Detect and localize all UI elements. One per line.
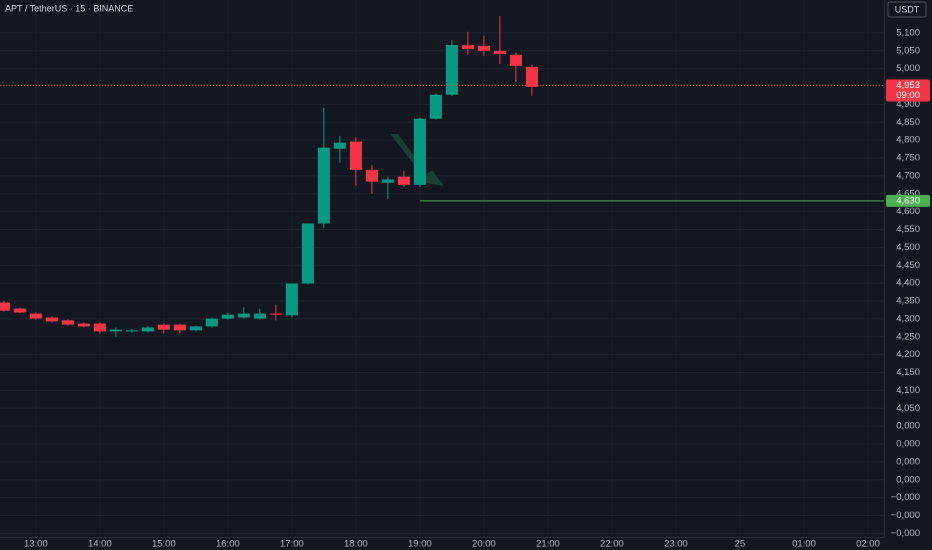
x-tick-label: 02:00 — [856, 539, 880, 550]
x-tick-label: 13:00 — [24, 539, 48, 550]
candle-body — [397, 176, 410, 185]
currency-button-label[interactable]: USDT — [895, 4, 920, 14]
candle-body — [509, 54, 522, 66]
y-tick-label: 4,250 — [896, 331, 920, 342]
y-tick-label: 0,000 — [896, 456, 920, 467]
candle-body — [13, 308, 26, 313]
x-tick-label: 18:00 — [344, 539, 368, 550]
x-tick-label: 17:00 — [280, 539, 304, 550]
horizontal-line-label: 4,630 — [896, 195, 920, 206]
candle-body — [429, 94, 442, 119]
countdown-label: 09:00 — [896, 90, 920, 101]
candle-body — [253, 313, 266, 319]
y-tick-label: 5,000 — [896, 63, 920, 74]
candle-body — [189, 326, 202, 331]
candle-body — [45, 317, 58, 322]
candle-body — [61, 320, 74, 325]
y-tick-label: −0,000 — [891, 510, 920, 521]
y-tick-label: −0,000 — [891, 528, 920, 539]
x-tick-label: 16:00 — [216, 539, 240, 550]
x-tick-label: 14:00 — [88, 539, 112, 550]
candle-body — [157, 324, 170, 330]
x-tick-label: 19:00 — [408, 539, 432, 550]
y-tick-label: 4,200 — [896, 349, 920, 360]
y-tick-label: 5,050 — [896, 45, 920, 56]
candle-body — [221, 314, 234, 319]
y-tick-label: 4,850 — [896, 117, 920, 128]
currency-button[interactable] — [887, 1, 927, 18]
candle-body — [205, 318, 218, 327]
candle-body — [141, 327, 154, 332]
last-price-tag — [886, 79, 930, 102]
x-tick-label: 15:00 — [152, 539, 176, 550]
y-tick-label: 4,650 — [896, 188, 920, 199]
x-tick-label: 23:00 — [664, 539, 688, 550]
candle-body — [125, 330, 138, 332]
x-tick-label: 01:00 — [792, 539, 816, 550]
y-tick-label: 4,350 — [896, 296, 920, 307]
candle-body — [413, 118, 426, 185]
candle-body — [29, 313, 42, 319]
y-tick-label: 5,100 — [896, 27, 920, 38]
y-tick-label: 4,150 — [896, 367, 920, 378]
horizontal-line-tag — [886, 194, 930, 207]
candle-body — [93, 323, 106, 332]
y-tick-label: 4,900 — [896, 99, 920, 110]
candle-body — [317, 147, 330, 224]
candle-body — [109, 329, 122, 332]
y-tick-label: −0,000 — [891, 492, 920, 503]
y-tick-label: 4,050 — [896, 403, 920, 414]
candle-body — [77, 323, 90, 327]
candle-body — [365, 169, 378, 182]
y-tick-label: 4,600 — [896, 206, 920, 217]
candle-body — [333, 142, 346, 149]
candle-body — [381, 179, 394, 183]
candle-body — [301, 223, 314, 284]
y-tick-label: 4,300 — [896, 313, 920, 324]
candle-body — [0, 302, 10, 311]
candle-body — [445, 45, 458, 95]
y-tick-label: 0,000 — [896, 439, 920, 450]
y-tick-label: 4,400 — [896, 278, 920, 289]
y-tick-label: 0,000 — [896, 421, 920, 432]
candle-body — [285, 283, 298, 316]
candle-body — [477, 45, 490, 51]
candle-body — [173, 324, 186, 331]
arrow-drawing — [390, 134, 444, 186]
y-tick-label: 4,100 — [896, 385, 920, 396]
candle-body — [269, 313, 282, 315]
x-tick-label: 22:00 — [600, 539, 624, 550]
y-tick-label: 4,500 — [896, 242, 920, 253]
y-tick-label: 4,700 — [896, 170, 920, 181]
candles — [0, 16, 538, 337]
y-tick-label: 4,800 — [896, 135, 920, 146]
x-tick-label: 25 — [735, 539, 746, 550]
candle-body — [237, 313, 250, 318]
y-tick-label: 0,000 — [896, 474, 920, 485]
last-price-label: 4,953 — [896, 80, 920, 91]
y-tick-label: 4,750 — [896, 153, 920, 164]
y-tick-label: 4,450 — [896, 260, 920, 271]
candle-body — [461, 45, 474, 49]
candle-body — [349, 141, 362, 170]
symbol-title: APT / TetherUS · 15 · BINANCE — [5, 3, 133, 13]
candle-body — [493, 50, 506, 54]
y-tick-label: 4,550 — [896, 224, 920, 235]
grid — [0, 0, 884, 537]
candle-body — [525, 66, 538, 87]
x-tick-label: 20:00 — [472, 539, 496, 550]
x-tick-label: 21:00 — [536, 539, 560, 550]
